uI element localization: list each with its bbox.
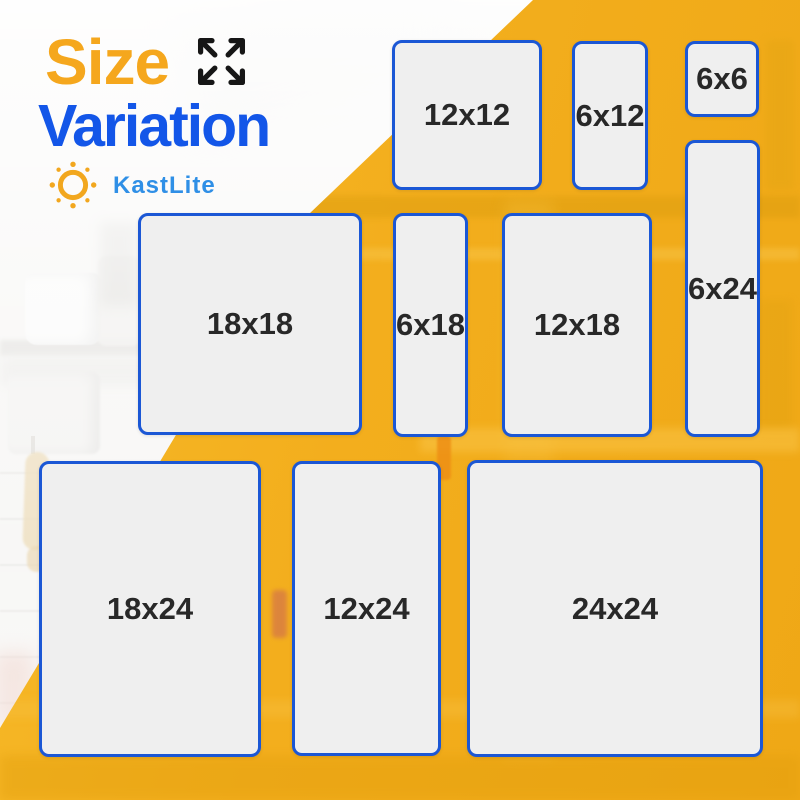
texture-blob — [290, 196, 800, 218]
size-box-label: 12x24 — [323, 590, 410, 626]
texture-blob — [0, 756, 800, 800]
size-box-6x12: 6x12 — [572, 41, 648, 190]
size-box-6x18: 6x18 — [393, 213, 468, 437]
brand-name: KastLite — [113, 172, 216, 199]
size-box-label: 6x24 — [688, 270, 757, 306]
size-box-label: 18x18 — [206, 306, 294, 341]
texture-blob — [760, 300, 792, 430]
size-box-label: 18x24 — [106, 591, 194, 626]
size-box-18x24: 18x24 — [39, 461, 261, 757]
size-box-12x18: 12x18 — [502, 213, 652, 437]
size-box-24x24: 24x24 — [467, 460, 763, 757]
size-box-18x18: 18x18 — [138, 213, 362, 435]
size-box-label: 24x24 — [571, 590, 659, 626]
size-box-12x12: 12x12 — [392, 40, 542, 190]
size-box-label: 6x12 — [575, 97, 645, 133]
size-box-12x24: 12x24 — [292, 461, 441, 756]
size-box-6x24: 6x24 — [685, 140, 760, 437]
size-box-label: 6x18 — [396, 307, 465, 342]
expand-arrows-icon — [197, 37, 246, 86]
texture-blob — [766, 40, 794, 190]
page-title-size: Size — [45, 26, 170, 98]
sun-icon — [49, 161, 97, 209]
size-box-label: 12x12 — [423, 97, 511, 132]
texture-blob — [272, 590, 287, 638]
size-box-6x6: 6x6 — [685, 41, 759, 117]
page-title-variation: Variation — [38, 93, 271, 159]
size-box-label: 6x6 — [696, 61, 748, 96]
size-box-label: 12x18 — [533, 307, 621, 342]
